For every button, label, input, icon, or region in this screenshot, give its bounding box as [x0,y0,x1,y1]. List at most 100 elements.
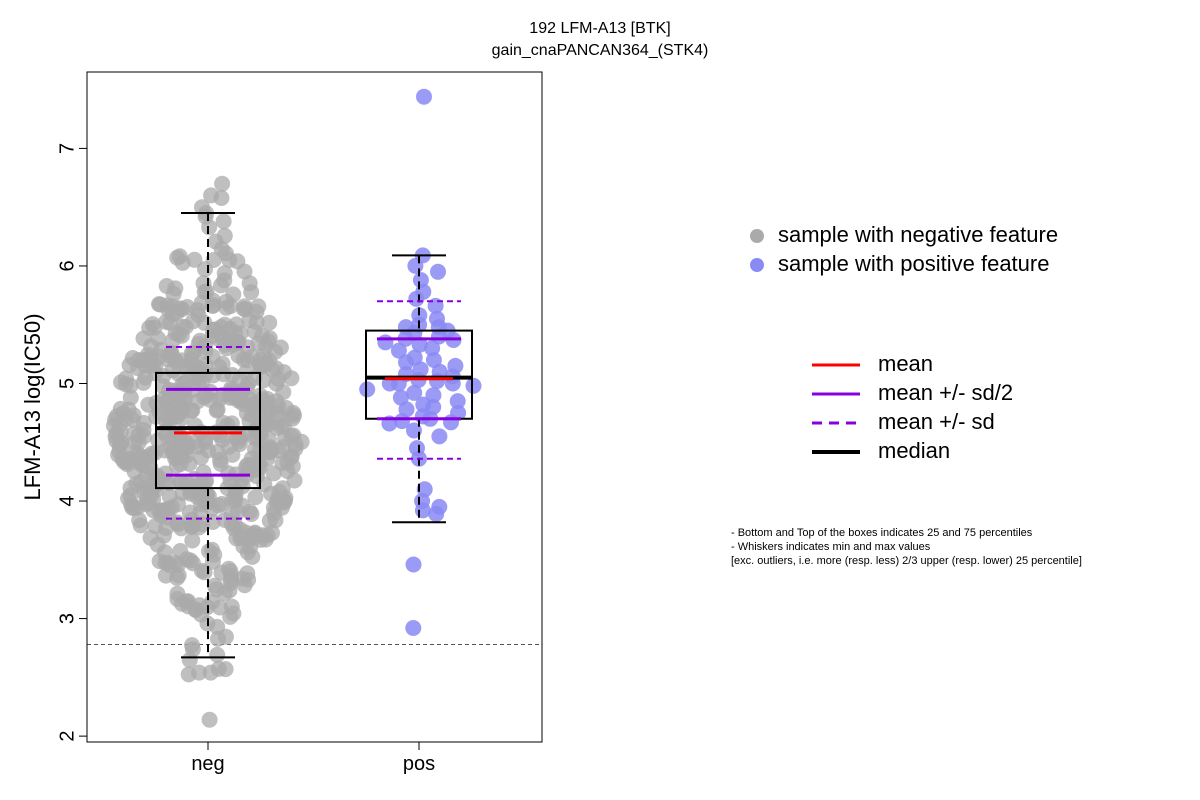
neg-point [214,355,231,372]
pos-point [407,257,424,274]
neg-point [212,451,228,468]
neg-point [195,275,212,292]
neg-point [198,487,215,504]
neg-point [146,319,163,336]
neg-point [170,567,187,584]
neg-point [216,512,233,528]
neg-point [241,413,258,430]
chart-subtitle: gain_cnaPANCAN364_(STK4) [492,42,709,59]
neg-point [271,483,288,500]
neg-point [195,464,212,481]
neg-point [250,298,267,315]
pos-point [408,290,425,307]
neg-point [257,531,274,548]
neg-point [151,296,167,313]
neg-point [284,410,301,427]
neg-point [228,530,245,547]
neg-point [241,312,258,329]
neg-point [201,711,218,728]
neg-point [218,293,235,310]
neg-point [236,298,253,315]
neg-point [235,351,252,368]
neg-point [217,661,234,678]
neg-point [209,646,226,663]
neg-point [211,427,228,444]
neg-point [207,321,224,338]
pos-point [449,393,466,410]
neg-point [221,252,238,268]
neg-point [241,390,258,407]
neg-point [270,410,287,427]
neg-point [187,601,204,618]
pos-point [398,354,414,371]
neg-point [215,213,232,230]
neg-point [111,443,128,460]
neg-point [258,393,275,410]
neg-point [225,605,242,622]
neg-point [191,664,208,681]
footnote-line: [exc. outliers, i.e. more (resp. less) 2… [731,555,1082,567]
neg-point [183,351,200,368]
pos-point [390,342,407,359]
neg-point [163,345,180,361]
pos-point [377,334,394,351]
neg-point [206,546,223,563]
neg-point [260,333,277,350]
pos-point [425,387,442,404]
pos-point [429,373,445,390]
legend-point-marker [750,229,764,243]
neg-point [282,449,299,466]
neg-point [247,489,264,506]
legend-line-label: median [878,438,950,463]
neg-point [162,410,179,427]
neg-point [147,518,164,535]
pos-point [411,336,428,353]
neg-point [125,425,142,442]
pos-point [406,384,423,401]
neg-point [265,499,282,516]
neg-point [267,512,284,529]
neg-point [265,465,282,482]
neg-point [202,383,219,400]
neg-point [170,426,187,443]
pos-point [431,328,447,345]
neg-point [239,565,256,582]
legend-line-label: mean +/- sd [878,409,995,434]
neg-point [255,347,272,364]
y-tick-label: 6 [56,260,78,271]
y-tick-label: 5 [56,378,78,389]
neg-point [140,396,157,413]
pos-point [430,263,446,280]
neg-point [206,577,223,594]
pos-points-group [359,88,482,636]
neg-point [205,252,222,268]
x-tick-label-neg: neg [191,753,224,775]
legend-point-label: sample with negative feature [778,222,1058,247]
box-neg [155,371,261,490]
x-tick-label-pos: pos [403,753,435,775]
pos-point [424,340,441,357]
neg-point [120,401,137,418]
neg-point [236,577,253,594]
neg-point [227,490,244,507]
y-axis-label: LFM-A13 log(IC50) [20,313,45,500]
neg-point [214,175,231,192]
neg-point [279,463,296,479]
neg-point [263,442,280,459]
pos-point [394,413,410,430]
neg-point [143,445,160,462]
neg-point [203,187,220,204]
y-tick-label: 3 [56,613,78,624]
neg-point [158,393,175,410]
pos-point [359,381,376,398]
neg-point [193,449,209,466]
neg-point [169,516,186,533]
pos-point [431,428,448,445]
pos-point [405,556,422,573]
legend-point-marker [750,258,764,272]
neg-point [268,375,285,392]
neg-point [217,628,234,645]
neg-point [222,563,239,580]
pos-point [443,414,459,431]
